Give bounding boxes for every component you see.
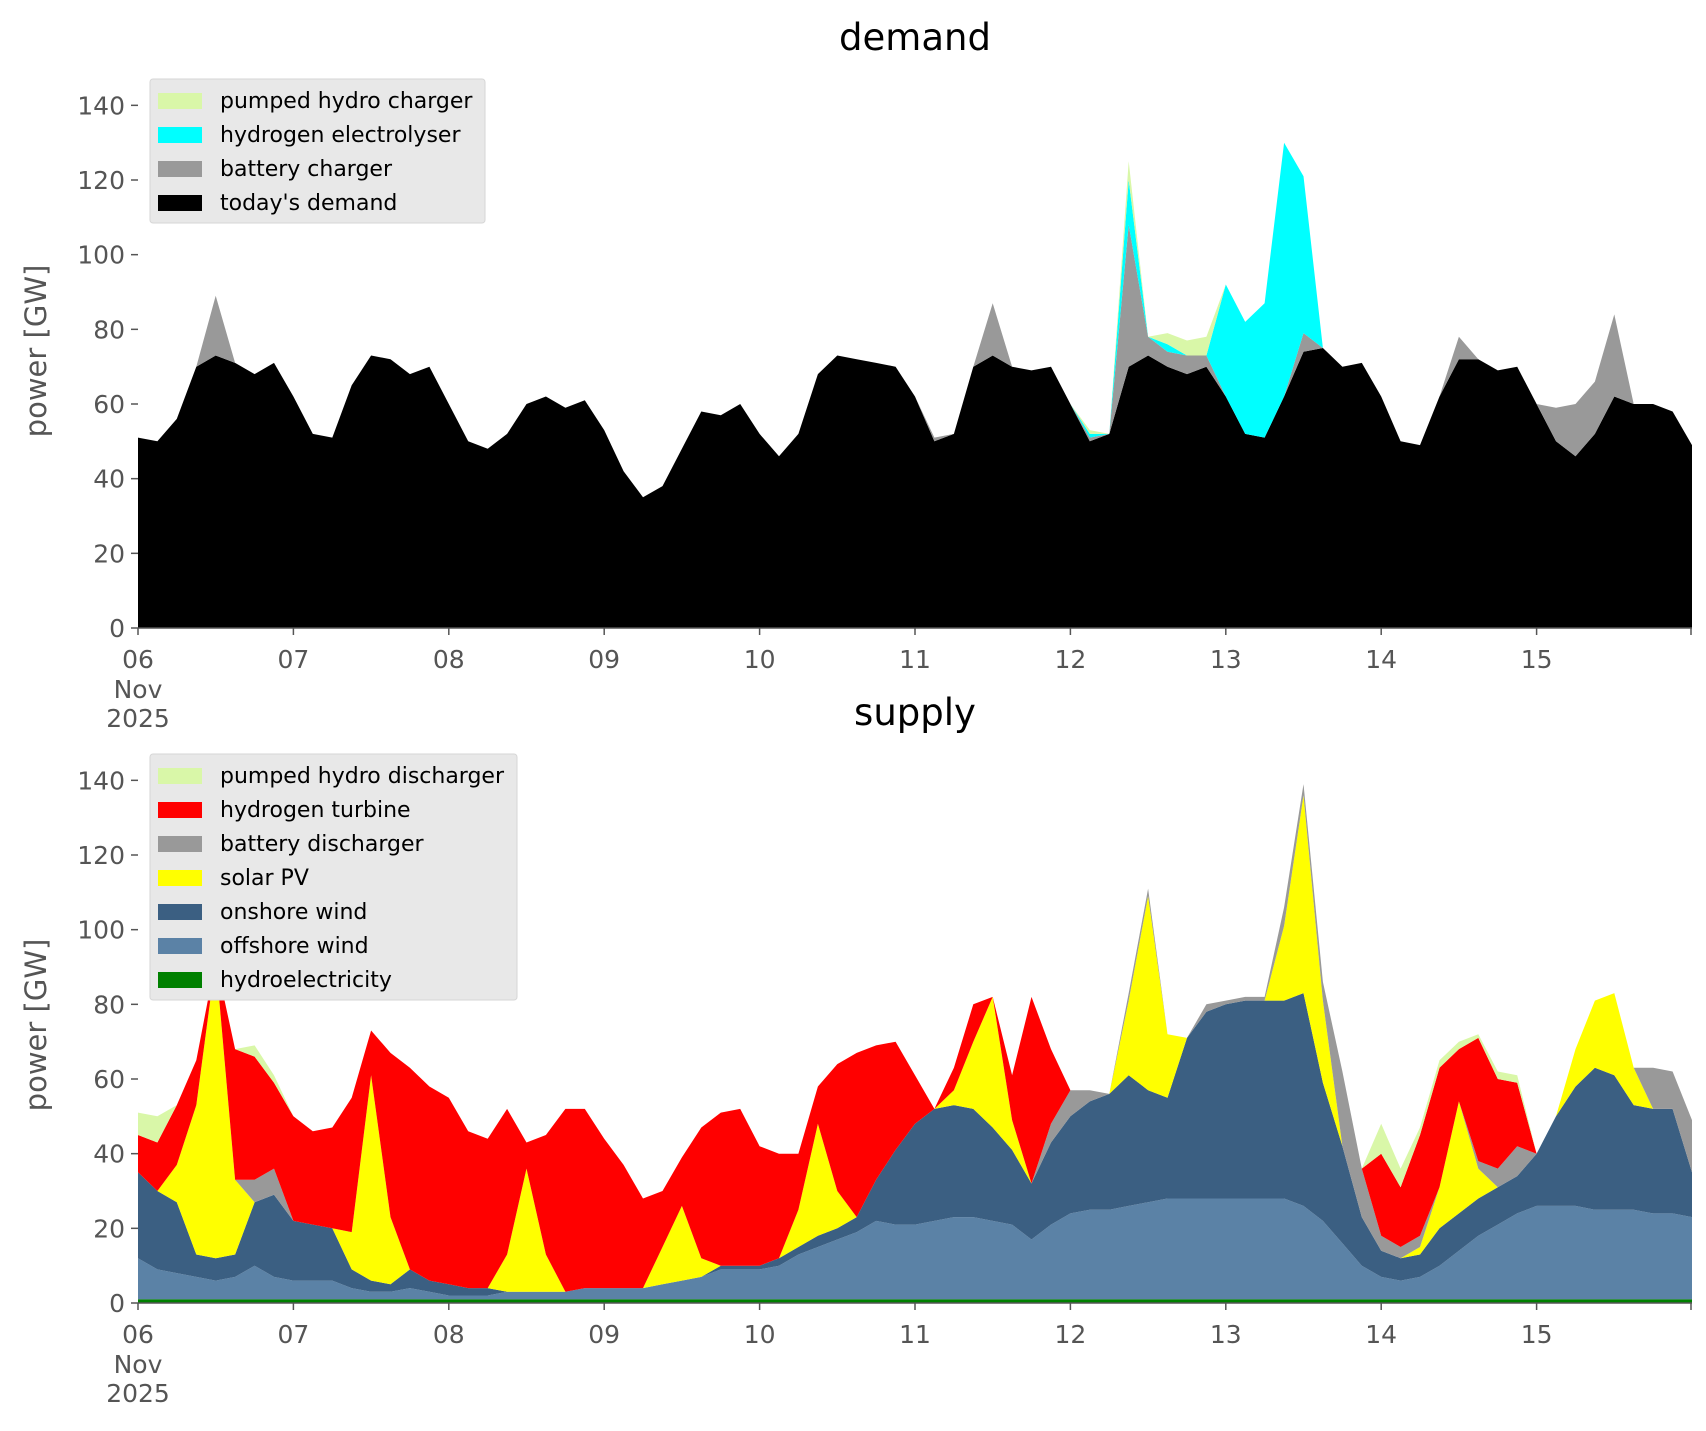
demand-area-stack (138, 142, 1692, 628)
area-onshore-wind (138, 993, 1692, 1296)
x-tick-label: 15 (1521, 645, 1553, 674)
y-tick-label: 120 (77, 841, 125, 870)
x-tick-label: 07 (277, 645, 309, 674)
y-tick-label: 100 (77, 241, 125, 270)
y-tick-label: 0 (109, 1289, 125, 1318)
demand-chart: demand power [GW] 0 20 40 60 80 100 120 140 06No… (19, 16, 1692, 733)
y-tick-label: 20 (93, 539, 125, 568)
y-tick-label: 60 (93, 390, 125, 419)
x-tick-year-label: 2025 (106, 704, 170, 733)
y-tick-label: 100 (77, 916, 125, 945)
legend-label-battery-discharger: battery discharger (220, 832, 425, 857)
legend-box (149, 753, 518, 1001)
legend-swatch-today-s-demand (158, 195, 202, 211)
legend-swatch-hydrogen-electrolyser (158, 127, 202, 143)
area-hydrogen-electrolyser (138, 142, 1692, 498)
legend-swatch-battery-charger (158, 161, 202, 177)
demand-chart-title: demand (839, 16, 991, 59)
y-tick-label: 0 (109, 614, 125, 643)
legend-label-hydrogen-electrolyser: hydrogen electrolyser (220, 123, 461, 148)
x-tick-label: 10 (744, 1320, 776, 1349)
y-tick-label: 60 (93, 1065, 125, 1094)
x-tick-label: 13 (1210, 645, 1242, 674)
legend-label-onshore-wind: onshore wind (220, 900, 367, 925)
legend-label-pumped-hydro-charger: pumped hydro charger (220, 89, 473, 114)
legend-label-today-s-demand: today's demand (220, 191, 397, 216)
x-tick-label: 12 (1054, 645, 1086, 674)
legend-label-hydrogen-turbine: hydrogen turbine (220, 798, 411, 823)
x-tick-label: 10 (744, 645, 776, 674)
area-today-s-demand (138, 348, 1692, 628)
legend-swatch-offshore-wind (158, 938, 202, 954)
x-tick-label: 12 (1054, 1320, 1086, 1349)
legend-swatch-hydrogen-turbine (158, 802, 202, 818)
y-tick-label: 40 (93, 465, 125, 494)
y-tick-label: 20 (93, 1214, 125, 1243)
legend-label-offshore-wind: offshore wind (220, 934, 369, 959)
y-tick-label: 140 (77, 91, 125, 120)
x-tick-label: 14 (1365, 645, 1397, 674)
supply-chart: supply power [GW] 0 20 40 60 80 100 120 140 06No… (19, 691, 1692, 1408)
y-tick-label: 140 (77, 766, 125, 795)
demand-y-axis-label: power [GW] (19, 265, 53, 438)
demand-legend: pumped hydro charger hydrogen electrolyse… (149, 78, 486, 224)
y-tick-label: 80 (93, 990, 125, 1019)
area-hydroelectricity (138, 1299, 1692, 1303)
x-tick-month-label: Nov (114, 675, 163, 704)
x-tick-year-label: 2025 (106, 1379, 170, 1408)
legend-swatch-battery-discharger (158, 836, 202, 852)
x-tick-label: 15 (1521, 1320, 1553, 1349)
x-tick-label: 08 (433, 1320, 465, 1349)
legend-box (149, 78, 486, 224)
x-tick-label: 06 (122, 645, 154, 674)
supply-chart-title: supply (854, 691, 976, 734)
x-tick-label: 06 (122, 1320, 154, 1349)
legend-swatch-pumped-hydro-charger (158, 93, 202, 109)
x-tick-label: 11 (899, 645, 931, 674)
x-tick-label: 09 (588, 1320, 620, 1349)
x-tick-month-label: Nov (114, 1350, 163, 1379)
y-tick-label: 80 (93, 315, 125, 344)
supply-area-stack (138, 784, 1692, 1303)
x-tick-label: 09 (588, 645, 620, 674)
legend-swatch-onshore-wind (158, 904, 202, 920)
legend-swatch-solar-pv (158, 870, 202, 886)
legend-label-solar-pv: solar PV (220, 866, 309, 891)
area-hydrogen-turbine (138, 784, 1692, 1292)
area-solar-pv (138, 795, 1692, 1292)
legend-label-battery-charger: battery charger (220, 157, 393, 182)
x-tick-label: 08 (433, 645, 465, 674)
supply-y-axis-label: power [GW] (19, 939, 53, 1112)
x-tick-label: 14 (1365, 1320, 1397, 1349)
legend-label-pumped-hydro-discharger: pumped hydro discharger (220, 764, 505, 789)
area-offshore-wind (138, 1198, 1692, 1300)
legend-swatch-hydroelectricity (158, 972, 202, 988)
supply-legend: pumped hydro discharger hydrogen turbine b… (149, 753, 518, 1001)
x-tick-label: 13 (1210, 1320, 1242, 1349)
y-tick-label: 120 (77, 166, 125, 195)
y-tick-label: 40 (93, 1140, 125, 1169)
legend-swatch-pumped-hydro-discharger (158, 768, 202, 784)
x-tick-label: 11 (899, 1320, 931, 1349)
x-tick-label: 07 (277, 1320, 309, 1349)
legend-label-hydroelectricity: hydroelectricity (220, 968, 392, 993)
